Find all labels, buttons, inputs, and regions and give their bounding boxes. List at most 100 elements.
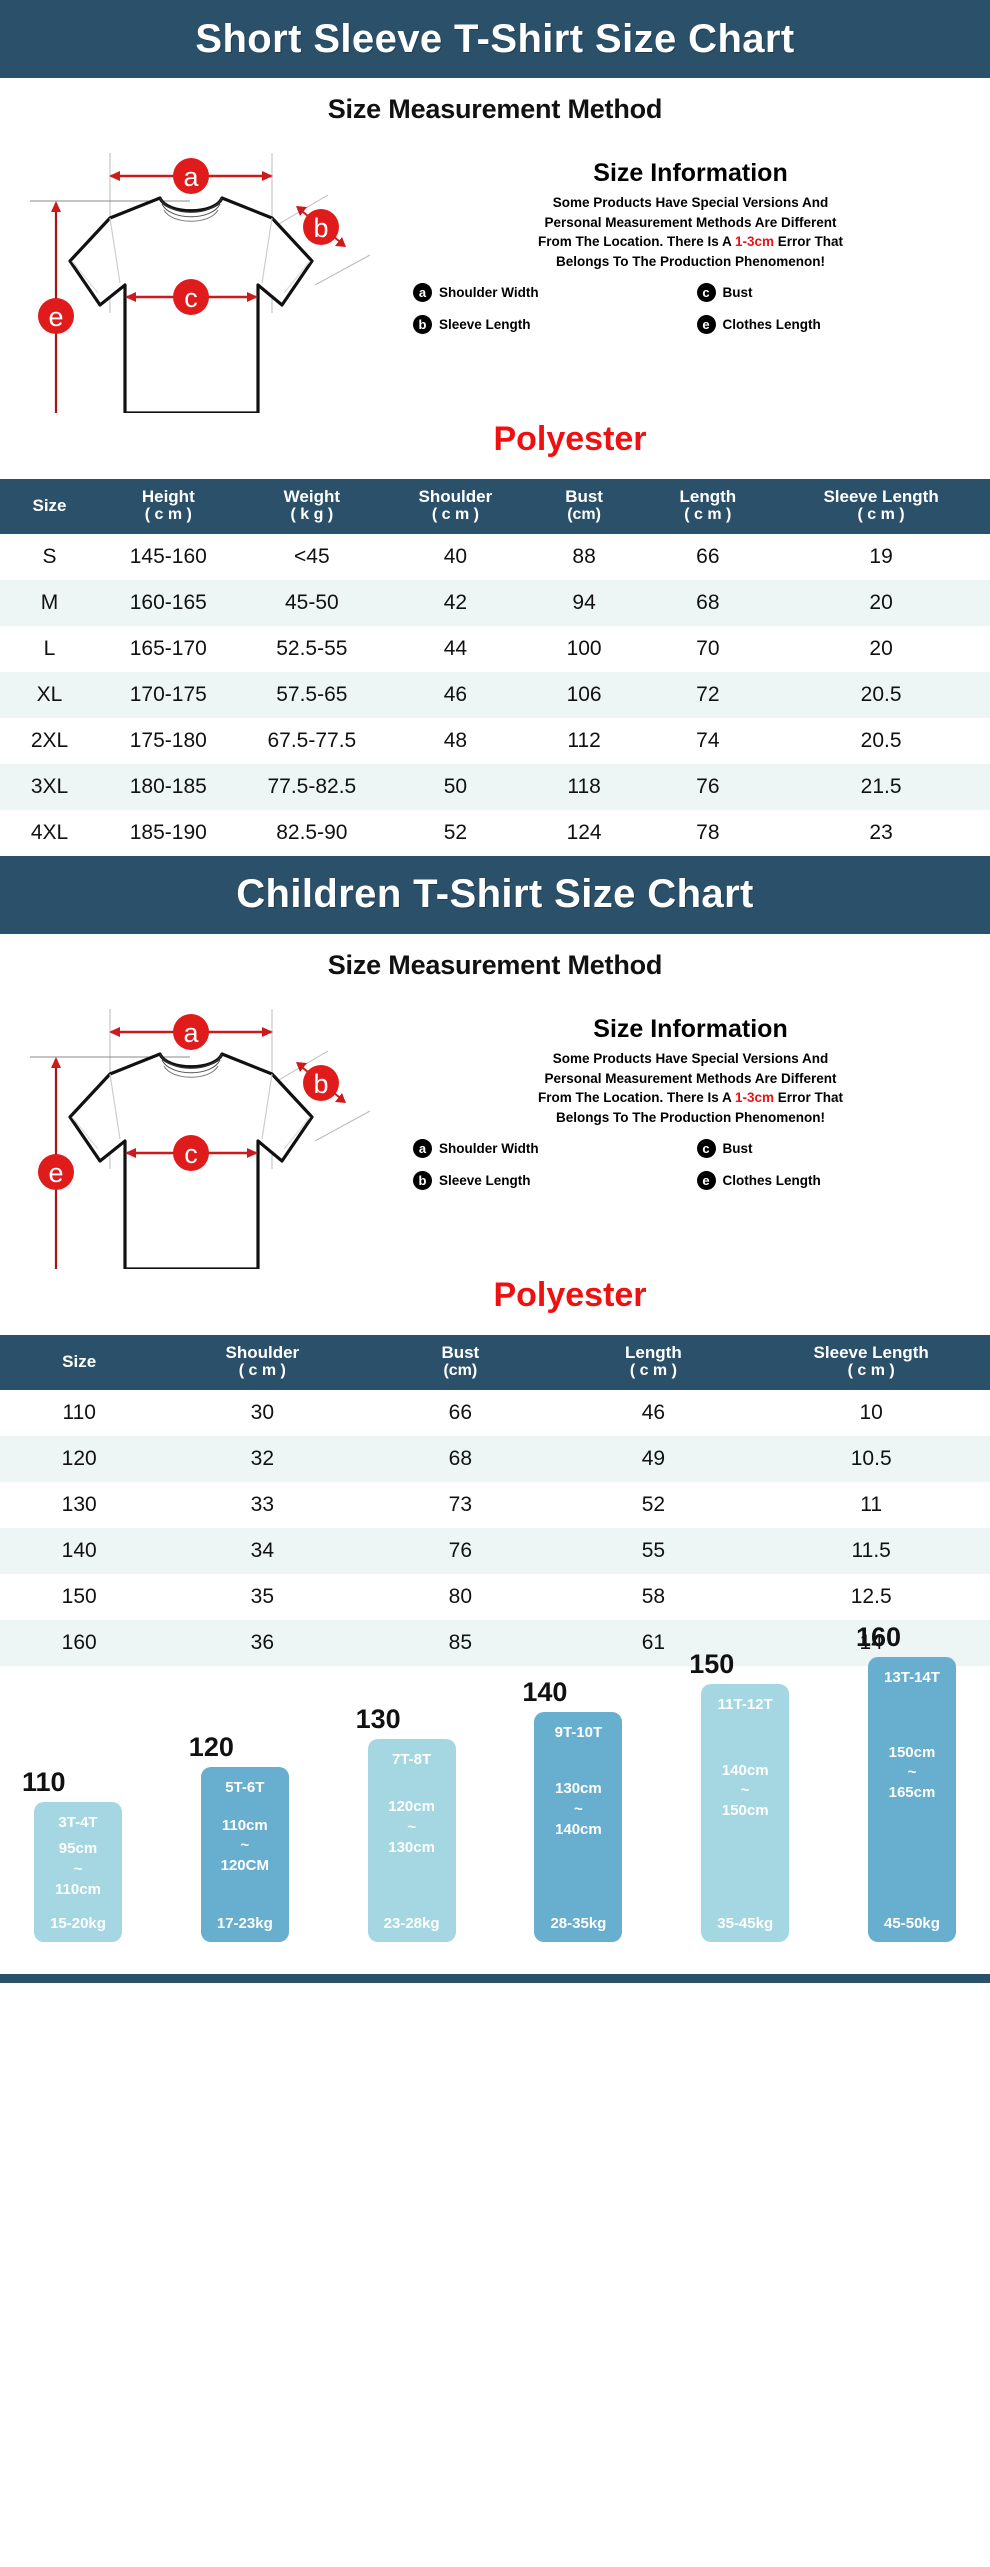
adult-table-header-row: Size Height ( c m ) Weight ( k g ) Shoul…	[0, 479, 990, 534]
cell: <45	[237, 533, 387, 580]
children-section-banner: Children T-Shirt Size Chart	[0, 855, 990, 934]
bar: 7T-8T 120cm ~ 130cm 23-28kg	[367, 1738, 456, 1942]
header-bust-name: Bust	[565, 487, 603, 506]
header-height-unit: ( c m )	[144, 506, 192, 524]
badge-b-icon: b	[413, 1171, 432, 1191]
cell: 70	[643, 625, 773, 672]
cell: 10	[752, 1389, 990, 1436]
bar-group: 140 9T-10T 130cm ~ 140cm 28-35kg	[518, 1677, 638, 1942]
cell: 66	[366, 1389, 555, 1436]
bar-weight-range: 17-23kg	[216, 1914, 273, 1932]
header-bust-unit: (cm)	[443, 1361, 478, 1379]
legend-label-shoulder-width: Shoulder Width	[439, 285, 539, 301]
legend-item-bust: c Bust	[696, 283, 981, 303]
bar-group: 130 7T-8T 120cm ~ 130cm 23-28kg	[352, 1704, 472, 1942]
cell: 4XL	[0, 809, 99, 856]
legend-label-shoulder-width: Shoulder Width	[439, 1141, 539, 1157]
cell: 46	[554, 1389, 753, 1436]
cell: 11	[752, 1481, 990, 1528]
bar-height-range: 95cm ~ 110cm	[55, 1840, 101, 1898]
header-sleeve-length: Sleeve Length ( c m )	[752, 1334, 990, 1390]
cell: 52	[386, 809, 525, 856]
header-weight-name: Weight	[283, 487, 341, 506]
bar: 5T-6T 110cm ~ 120CM 17-23kg	[200, 1766, 289, 1942]
cell: 19	[772, 533, 990, 580]
table-row: L 165-170 52.5-55 44 100 70 20	[0, 625, 990, 672]
legend-item-clothes-length: e Clothes Length	[696, 1171, 981, 1191]
children-banner-title: Children T-Shirt Size Chart	[236, 872, 754, 917]
header-length-name: Length	[625, 1342, 682, 1362]
cell: 180-185	[99, 763, 238, 810]
table-row: 2XL 175-180 67.5-77.5 48 112 74 20.5	[0, 717, 990, 764]
table-row: 140 34 76 55 11.5	[0, 1527, 990, 1574]
table-row: S 145-160 <45 40 88 66 19	[0, 533, 990, 580]
svg-text:a: a	[183, 1018, 199, 1048]
cell: 76	[643, 763, 773, 810]
bar-height-range: 130cm ~ 140cm	[555, 1780, 602, 1838]
info-line-3-suffix: Error That	[774, 234, 844, 250]
adult-table-body: S 145-160 <45 40 88 66 19 M 160-165 45-50 42 94 68 2…	[0, 533, 990, 856]
cell: 50	[386, 763, 525, 810]
badge-c-icon: c	[696, 1139, 716, 1159]
badge-a-icon: a	[413, 1139, 432, 1159]
info-line-1: Some Products Have Special Versions And	[552, 195, 829, 210]
bar-size-label: 120	[188, 1731, 234, 1762]
cell: 12.5	[752, 1573, 990, 1620]
bar-size-label: 130	[355, 1703, 401, 1734]
header-sleeve-length: Sleeve Length ( c m )	[772, 479, 990, 534]
bar-age-label: 5T-6T	[225, 1778, 265, 1796]
cell: 80	[366, 1573, 555, 1620]
cell: 160	[0, 1619, 159, 1666]
children-tshirt-diagram: a b c e	[10, 989, 395, 1269]
bar-weight-range: 23-28kg	[383, 1914, 440, 1932]
cell: S	[0, 533, 99, 580]
bar: 3T-4T 95cm ~ 110cm 15-20kg	[34, 1801, 122, 1942]
header-sleeve-length-name: Sleeve Length	[823, 487, 939, 506]
children-method-title: Size Measurement Method	[327, 949, 663, 980]
header-shoulder: Shoulder ( c m )	[386, 479, 525, 534]
adult-material-label: Polyester	[493, 420, 647, 458]
bar-height-range: 120cm ~ 130cm	[388, 1798, 435, 1856]
header-size-name: Size	[32, 495, 67, 515]
tshirt-measurement-svg: a b c e	[30, 153, 371, 413]
header-shoulder-name: Shoulder	[418, 487, 493, 506]
cell: 77.5-82.5	[237, 763, 387, 810]
bar-group: 160 13T-14T 150cm ~ 165cm 45-50kg	[852, 1622, 972, 1942]
cell: 61	[554, 1619, 753, 1666]
bar-weight-range: 28-35kg	[550, 1914, 607, 1932]
header-length: Length ( c m )	[554, 1334, 753, 1390]
bar: 9T-10T 130cm ~ 140cm 28-35kg	[534, 1711, 623, 1942]
children-size-bar-chart: 110 3T-4T 95cm ~ 110cm 15-20kg 120 5T-6T 110cm…	[0, 1622, 990, 1983]
svg-text:c: c	[184, 283, 198, 313]
table-row: 4XL 185-190 82.5-90 52 124 78 23	[0, 809, 990, 856]
cell: 66	[643, 533, 773, 580]
header-bust-unit: (cm)	[567, 506, 601, 524]
legend-item-bust: c Bust	[696, 1139, 981, 1159]
header-shoulder-name: Shoulder	[225, 1342, 300, 1362]
legend-label-bust: Bust	[722, 285, 753, 301]
cell: 20	[772, 625, 990, 672]
table-row: 150 35 80 58 12.5	[0, 1573, 990, 1620]
badge-a-icon: a	[413, 283, 432, 303]
bar-size-label: 140	[522, 1676, 568, 1707]
info-line-4: Belongs To The Production Phenomenon!	[556, 1109, 825, 1125]
children-table-body: 110 30 66 46 10 120 32 68 49 10.5 130 33 73 52 11 14…	[0, 1389, 990, 1666]
cell: 3XL	[0, 763, 99, 810]
cell: 106	[524, 671, 644, 718]
cell: 130	[0, 1481, 159, 1528]
children-method-section: Size Measurement Method	[0, 933, 990, 1335]
header-shoulder: Shoulder ( c m )	[158, 1334, 367, 1390]
cell: 68	[643, 579, 773, 626]
legend-label-sleeve-length: Sleeve Length	[439, 1173, 531, 1189]
cell: 20	[772, 579, 990, 626]
table-row: 120 32 68 49 10.5	[0, 1435, 990, 1482]
cell: 33	[158, 1481, 367, 1528]
svg-text:e: e	[48, 1158, 63, 1188]
adult-section-banner: Short Sleeve T-Shirt Size Chart	[0, 0, 990, 78]
adult-tshirt-diagram: a b c e	[10, 133, 395, 413]
badge-e-icon: e	[696, 1171, 716, 1191]
cell: 20.5	[772, 671, 990, 718]
header-length-name: Length	[679, 487, 737, 506]
adult-size-information: Size Information Some Products Have Spec…	[395, 133, 981, 335]
adult-legend: a Shoulder Width c Bust b Sleeve Length …	[401, 283, 981, 335]
